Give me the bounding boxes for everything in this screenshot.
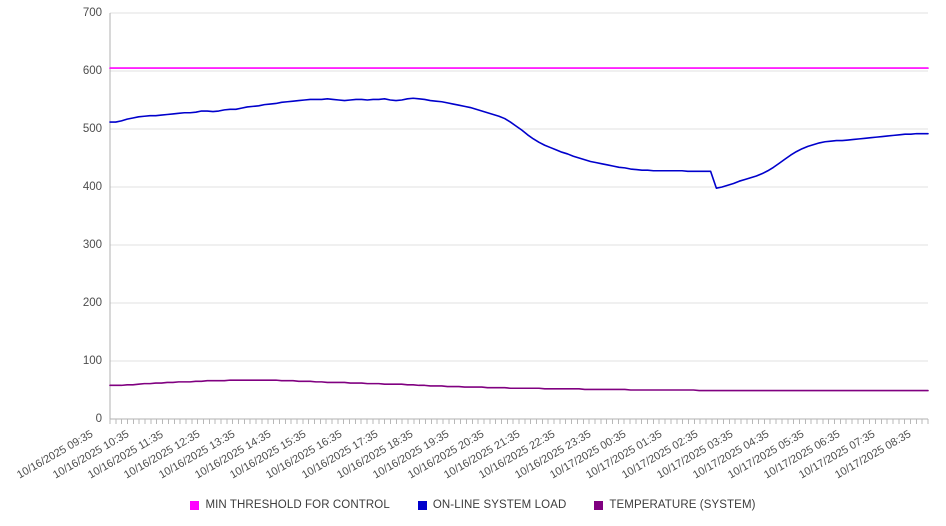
- chart-legend: MIN THRESHOLD FOR CONTROL ON-LINE SYSTEM …: [0, 494, 946, 516]
- legend-item[interactable]: TEMPERATURE (SYSTEM): [594, 499, 755, 511]
- legend-item-label: TEMPERATURE (SYSTEM): [609, 499, 756, 511]
- y-axis-tick-label: 400: [82, 181, 102, 193]
- y-axis-tick-label: 200: [82, 297, 102, 309]
- series-line: [109, 97, 929, 189]
- y-axis-tick-label: 300: [82, 239, 102, 251]
- y-axis-tick-label: 0: [95, 413, 102, 425]
- legend-item[interactable]: ON-LINE SYSTEM LOAD: [417, 499, 567, 511]
- y-axis-tick-label: 100: [82, 355, 102, 367]
- series-lines: [109, 67, 929, 392]
- legend-item[interactable]: MIN THRESHOLD FOR CONTROL: [190, 499, 390, 511]
- legend-color-swatch: [594, 500, 604, 510]
- y-axis-tick-label: 700: [82, 7, 102, 19]
- axis-lines: [109, 13, 928, 420]
- y-axis-tick-label: 600: [82, 65, 102, 77]
- x-axis-ticks: [109, 419, 929, 424]
- legend-item-label: MIN THRESHOLD FOR CONTROL: [205, 499, 390, 511]
- y-axis-tick-label: 500: [82, 123, 102, 135]
- legend-color-swatch: [190, 500, 200, 510]
- gridlines: [110, 12, 928, 420]
- legend-item-label: ON-LINE SYSTEM LOAD: [432, 499, 567, 511]
- legend-color-swatch: [417, 500, 427, 510]
- series-line: [109, 379, 929, 392]
